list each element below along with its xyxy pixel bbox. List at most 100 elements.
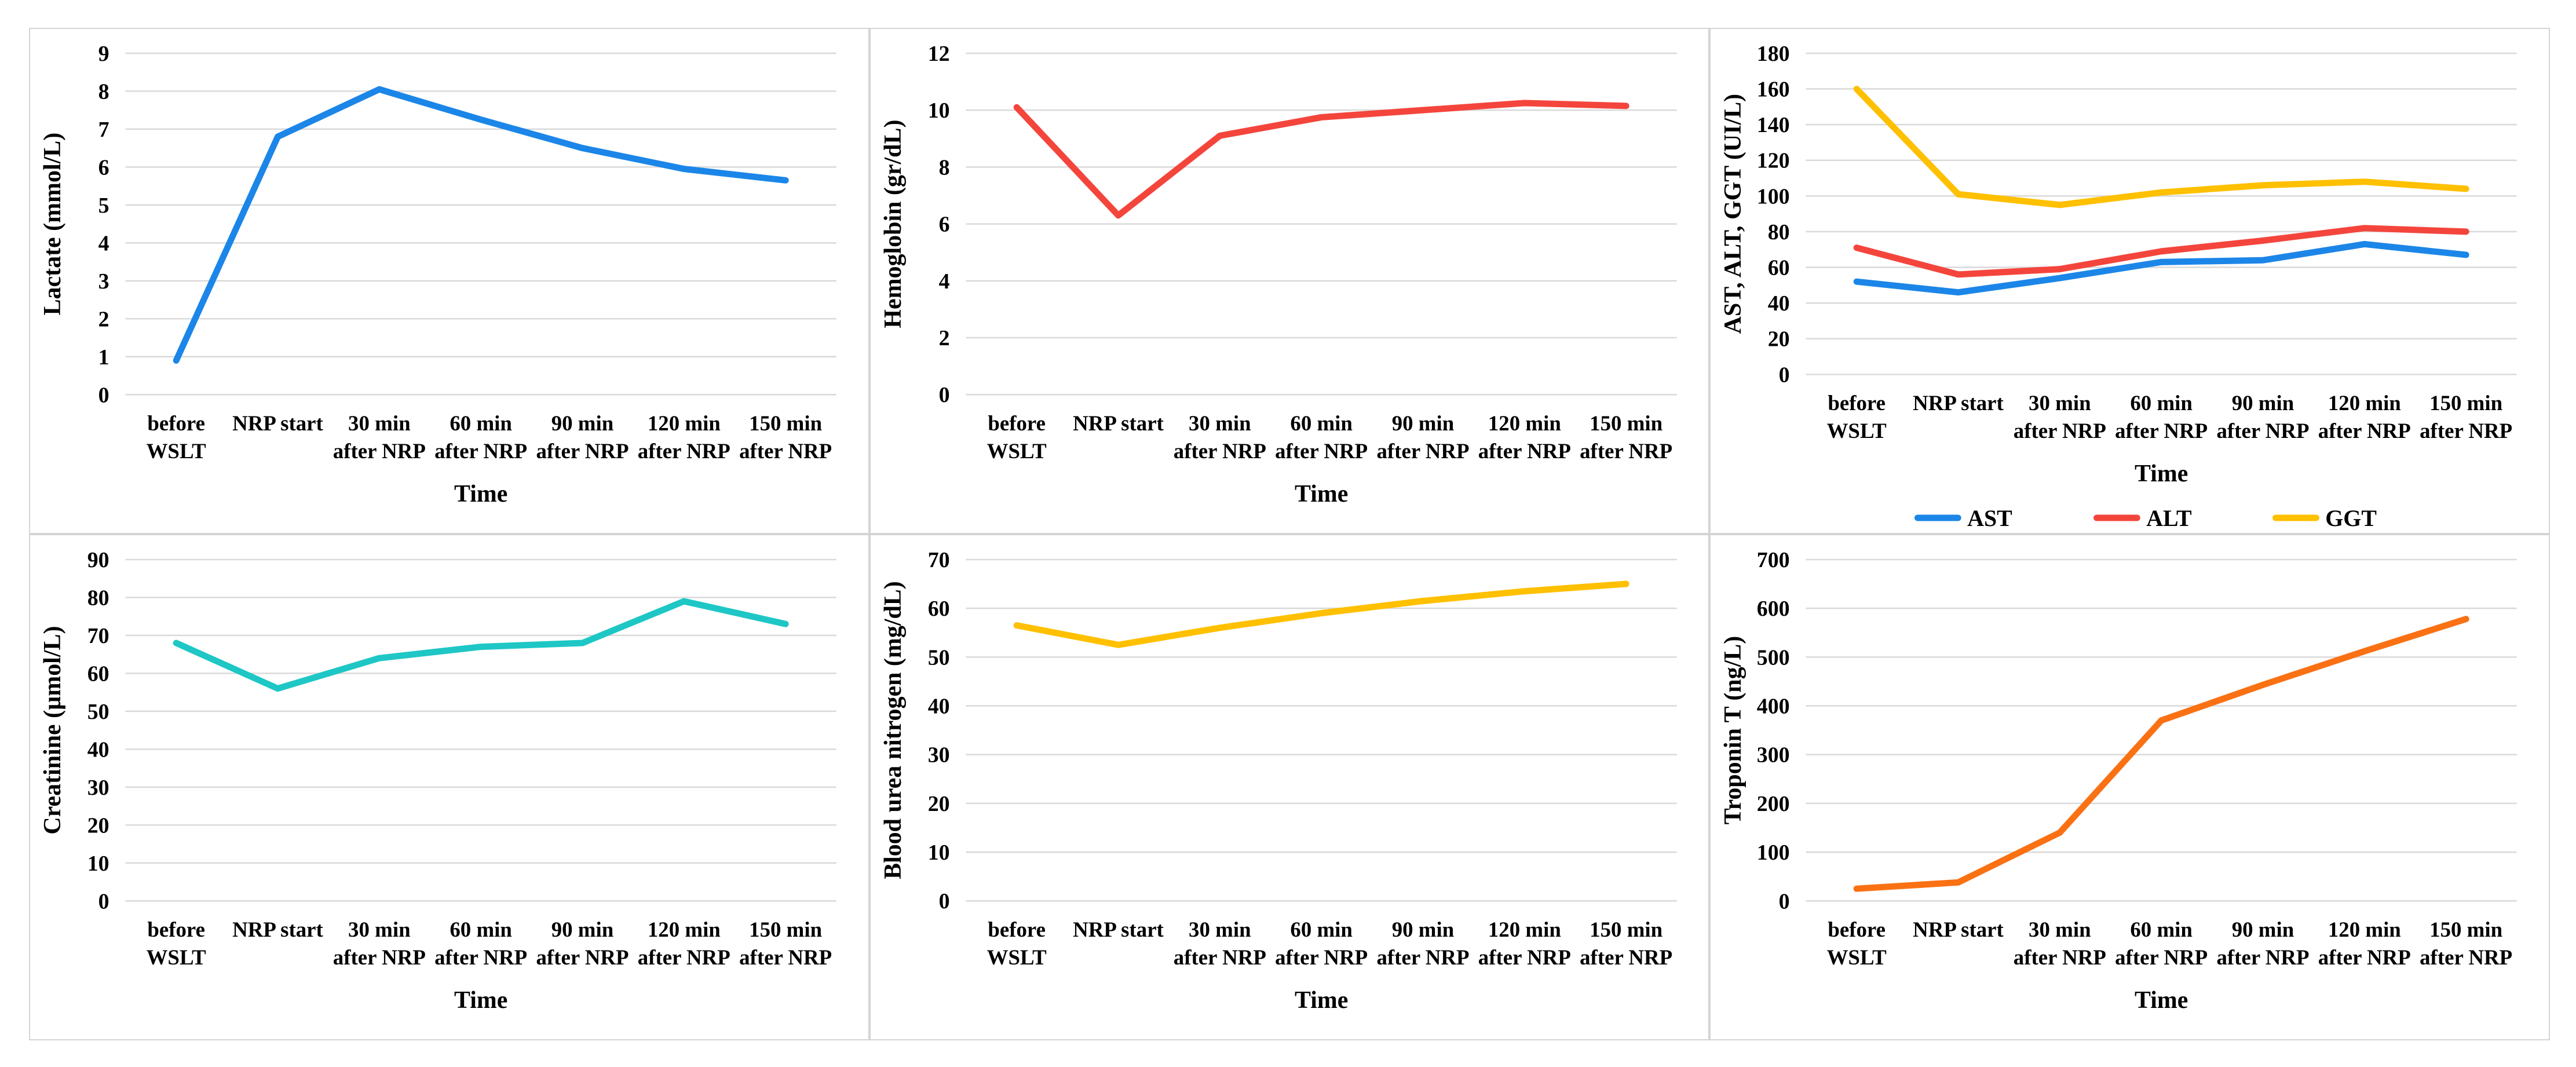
y-axis-tick-label: 700 <box>1757 548 1790 572</box>
y-axis-tick-label: 6 <box>98 155 109 180</box>
x-axis-tick-label-line1: 60 min <box>1290 411 1353 435</box>
y-axis-tick-label: 40 <box>87 737 109 762</box>
y-axis-tick-label: 10 <box>927 98 949 123</box>
x-axis-tick-label-line2: after NRP <box>434 439 527 463</box>
series-line-creatinine <box>173 598 789 692</box>
chart-panel-hemoglobin: 0 2 4 6 8 10 12 before WSLT NRP start 30 min after … <box>869 28 1710 534</box>
x-axis-tick-label-line1: before <box>147 918 205 941</box>
y-axis-tick-label: 20 <box>927 792 949 816</box>
series-line-alt <box>1853 225 2469 278</box>
series-line-ast <box>1853 240 2469 296</box>
y-axis-tick-label: 6 <box>938 213 949 237</box>
chart-panel-lactate: 0 1 2 3 4 5 6 7 8 9 before WSLT NRP start 30 min after… <box>29 28 869 534</box>
y-axis-tick-label: 500 <box>1757 645 1790 670</box>
y-axis-tick-label: 1 <box>98 345 109 370</box>
x-axis-tick-label-line2: WSLT <box>986 439 1047 463</box>
x-axis-tick-label-line2: after NRP <box>1275 439 1368 463</box>
x-axis-tick-label-line2: after NRP <box>1478 945 1570 969</box>
y-axis-tick-label: 90 <box>87 548 109 572</box>
chart-panel-blood-urea-nitrogen: 0 10 20 30 40 50 60 70 before WSLT NRP start 30 min… <box>869 534 1710 1040</box>
y-axis-tick-label: 0 <box>938 889 949 913</box>
x-axis-tick-label-line1: 150 min <box>2429 918 2502 941</box>
x-axis-tick-label-line1: NRP start <box>1913 391 2004 415</box>
y-axis-tick-label: 2 <box>98 307 109 331</box>
x-axis-tick-label-line1: NRP start <box>232 918 323 941</box>
x-axis-tick-label-line2: after NRP <box>1173 945 1266 969</box>
x-axis-tick-label-line1: before <box>988 411 1046 435</box>
x-axis-tick-label-line2: after NRP <box>2420 419 2512 443</box>
x-axis-tick-label-line2: after NRP <box>1173 439 1266 463</box>
x-axis-tick-label-line1: 90 min <box>551 411 614 435</box>
chart-svg-creatinine: 0 10 20 30 40 50 60 70 80 90 before WSLT NRP start 30… <box>39 548 836 1014</box>
x-axis-tick-label-line1: 150 min <box>1590 918 1662 941</box>
chart-svg-lactate: 0 1 2 3 4 5 6 7 8 9 before WSLT NRP start 30 min after… <box>39 42 836 507</box>
x-axis-tick-label-line2: WSLT <box>147 439 207 463</box>
x-axis-tick-label-line2: after NRP <box>2217 419 2310 443</box>
x-axis-title: Time <box>2135 987 2188 1014</box>
y-axis-tick-label: 60 <box>927 597 949 621</box>
x-axis-tick-label-line1: NRP start <box>232 411 323 435</box>
x-axis-tick-label-line2: after NRP <box>536 439 629 463</box>
x-axis-tick-label-line2: after NRP <box>2115 945 2208 969</box>
x-axis-tick-label-line2: after NRP <box>333 945 426 969</box>
x-axis-tick-label-line2: after NRP <box>1478 439 1570 463</box>
y-axis-tick-label: 9 <box>98 42 109 66</box>
y-axis-tick-label: 200 <box>1757 792 1790 816</box>
x-axis-tick-label-line2: after NRP <box>2318 419 2411 443</box>
y-axis-tick-label: 70 <box>87 624 109 648</box>
x-axis-tick-label-line1: 120 min <box>1488 411 1561 435</box>
legend-label-ast: AST <box>1967 505 2012 531</box>
x-axis-tick-label-line1: 120 min <box>1488 918 1561 941</box>
y-axis-tick-label: 3 <box>98 269 109 294</box>
x-axis-tick-label-line1: before <box>147 411 205 435</box>
y-axis-tick-label: 8 <box>98 79 109 104</box>
series-line-hemoglobin <box>1013 100 1629 219</box>
y-axis-tick-label: 20 <box>87 813 109 838</box>
y-axis-tick-label: 80 <box>1768 220 1790 244</box>
x-axis-tick-label-line2: WSLT <box>147 945 207 969</box>
x-axis-tick-label-line1: 90 min <box>1391 918 1454 941</box>
x-axis-tick-label-line2: after NRP <box>638 945 730 969</box>
y-axis-tick-label: 300 <box>1757 743 1790 768</box>
x-axis-tick-label-line1: 60 min <box>2131 918 2193 941</box>
chart-svg-liver-enzymes: 0 20 40 60 80 100 120 140 160 180 before WSLT NRP st… <box>1720 42 2517 531</box>
x-axis-tick-label-line2: after NRP <box>1376 439 1469 463</box>
y-axis-tick-label: 180 <box>1757 42 1790 66</box>
y-axis-tick-label: 60 <box>1768 255 1790 280</box>
y-axis-tick-label: 8 <box>938 155 949 180</box>
y-axis-tick-label: 0 <box>1779 889 1790 913</box>
x-axis-tick-label-line1: 150 min <box>749 918 822 941</box>
chart-panel-troponin-t: 0 100 200 300 400 500 600 700 before WSLT NRP star… <box>1709 534 2550 1040</box>
x-axis-tick-label-line1: 60 min <box>450 918 512 941</box>
y-axis-tick-label: 40 <box>1768 291 1790 316</box>
x-axis-tick-label-line2: WSLT <box>1827 945 1887 969</box>
x-axis-tick-label-line1: 90 min <box>2232 918 2294 941</box>
x-axis-tick-label-line2: after NRP <box>333 439 426 463</box>
x-axis-tick-label-line1: 150 min <box>1590 411 1662 435</box>
x-axis-tick-label-line1: 150 min <box>2429 391 2502 415</box>
x-axis-tick-label-line2: after NRP <box>739 439 832 463</box>
y-axis-tick-label: 10 <box>927 841 949 865</box>
y-axis-tick-label: 0 <box>1779 363 1790 387</box>
x-axis-tick-label-line1: 90 min <box>1391 411 1454 435</box>
x-axis-title: Time <box>454 987 507 1014</box>
x-axis-tick-label-line2: after NRP <box>1376 945 1469 969</box>
y-axis-tick-label: 60 <box>87 662 109 686</box>
y-axis-tick-label: 400 <box>1757 694 1790 718</box>
y-axis-title: Lactate (mmol/L) <box>39 133 66 316</box>
x-axis-tick-label-line1: 120 min <box>2328 391 2401 415</box>
y-axis-tick-label: 4 <box>938 269 949 294</box>
y-axis-tick-label: 50 <box>927 645 949 670</box>
x-axis-tick-label-line1: 60 min <box>1290 918 1353 941</box>
x-axis-title: Time <box>454 481 507 507</box>
x-axis-tick-label-line1: 120 min <box>2328 918 2401 941</box>
y-axis-tick-label: 7 <box>98 118 109 142</box>
x-axis-title: Time <box>1295 987 1348 1014</box>
x-axis-tick-label-line1: 30 min <box>2029 391 2091 415</box>
x-axis-tick-label-line2: after NRP <box>2014 419 2106 443</box>
y-axis-tick-label: 0 <box>938 383 949 407</box>
y-axis-title: Creatinine (µmol/L) <box>39 626 66 835</box>
x-axis-tick-label-line1: before <box>988 918 1046 941</box>
x-axis-tick-label-line2: after NRP <box>2217 945 2310 969</box>
